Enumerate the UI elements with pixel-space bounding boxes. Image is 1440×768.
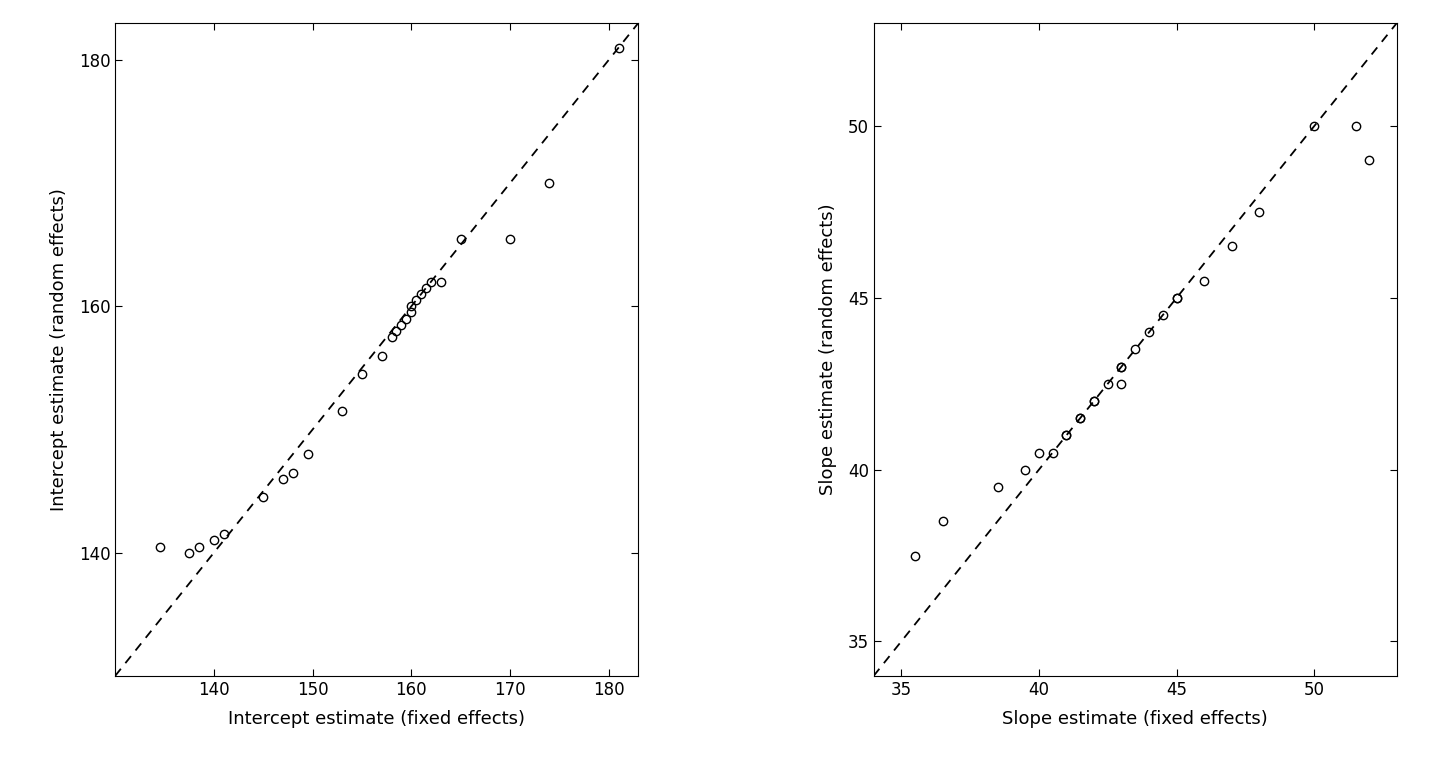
X-axis label: Slope estimate (fixed effects): Slope estimate (fixed effects)	[1002, 710, 1269, 728]
X-axis label: Intercept estimate (fixed effects): Intercept estimate (fixed effects)	[229, 710, 526, 728]
Y-axis label: Slope estimate (random effects): Slope estimate (random effects)	[818, 204, 837, 495]
Y-axis label: Intercept estimate (random effects): Intercept estimate (random effects)	[49, 188, 68, 511]
